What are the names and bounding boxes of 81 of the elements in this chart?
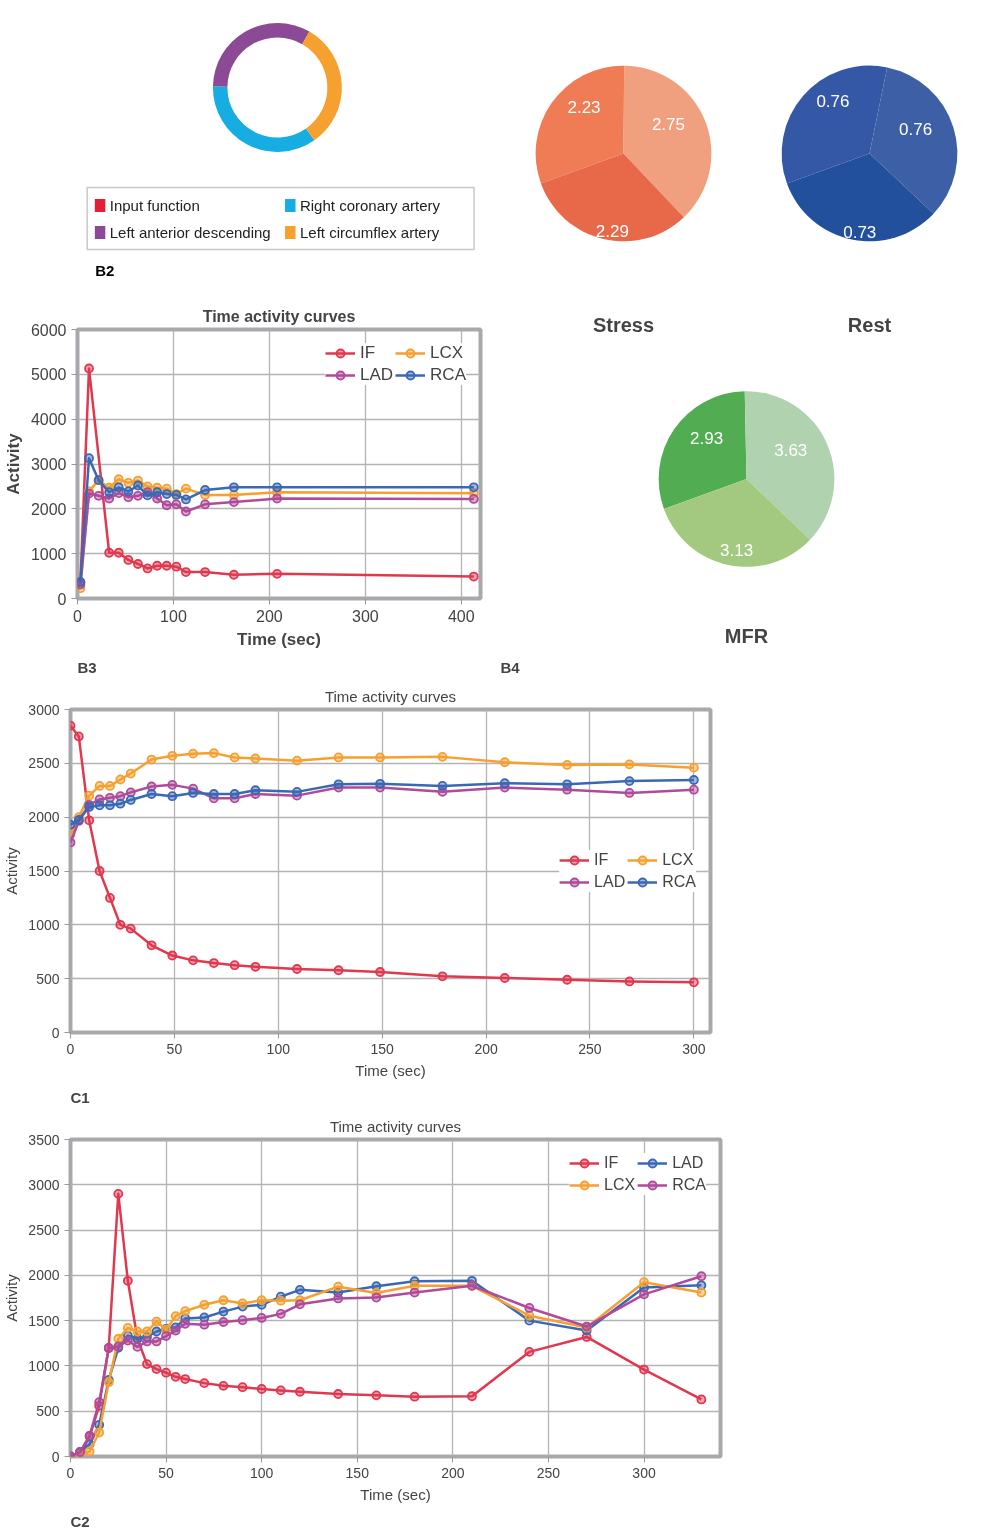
x-axis-title: Time (sec) (355, 1061, 426, 1079)
x-tick-label: 100 (250, 1464, 274, 1481)
text: B3 (77, 658, 97, 676)
y-tick-label: 1000 (28, 1357, 60, 1374)
x-tick-label: 400 (447, 607, 475, 625)
y-axis-title: Activity (3, 432, 23, 495)
text: B4 (500, 658, 521, 676)
chart-title: Time activity curves (202, 307, 356, 325)
x-tick-label: 300 (632, 1464, 656, 1481)
y-tick-label: 1500 (28, 863, 60, 879)
y-axis-title: Activity (3, 846, 21, 895)
legend-label: LCX (604, 1176, 636, 1194)
y-tick-label: 2000 (28, 1267, 60, 1284)
y-tick-label: 4000 (30, 411, 67, 429)
x-tick-label: 100 (160, 607, 187, 625)
y-tick-label: 5000 (30, 366, 67, 384)
x-axis-title: Time (sec) (237, 629, 321, 649)
data-label: 3.13 (720, 541, 754, 560)
data-label: 0.73 (843, 223, 877, 243)
legend-label: Left circumflex artery (299, 224, 440, 241)
x-tick-label: 50 (158, 1464, 175, 1481)
x-tick-label: 300 (352, 607, 379, 625)
y-tick-label: 1000 (30, 545, 67, 563)
y-tick-label: 6000 (30, 321, 67, 339)
x-tick-label: 150 (345, 1464, 370, 1481)
x-tick-label: 250 (536, 1464, 561, 1481)
x-tick-label: 200 (474, 1040, 498, 1057)
x-tick-label: 200 (256, 607, 283, 625)
legend-label: LAD (672, 1154, 704, 1172)
legend-label: LAD (360, 365, 394, 385)
text: C2 (70, 1512, 90, 1530)
legend-label: Left anterior descending (109, 224, 271, 241)
y-tick-label: 500 (36, 970, 60, 987)
text: Stress (592, 313, 655, 336)
text: MFR (724, 624, 769, 647)
data-label: 2.75 (651, 115, 686, 135)
x-tick-label: 50 (166, 1040, 183, 1057)
legend-label: RCA (430, 365, 466, 385)
x-tick-label: 150 (370, 1040, 395, 1057)
y-tick-label: 0 (51, 1024, 60, 1041)
legend-label: LCX (662, 850, 694, 869)
y-tick-label: 2500 (28, 1222, 60, 1239)
x-tick-label: 200 (441, 1464, 465, 1481)
y-tick-label: 1000 (28, 916, 60, 933)
legend-label: LCX (430, 343, 464, 363)
y-tick-label: 3000 (28, 701, 60, 718)
text: Rest (847, 313, 892, 336)
y-tick-label: 0 (51, 1448, 60, 1465)
y-tick-label: 0 (57, 590, 67, 608)
legend-label: Input function (109, 197, 200, 214)
legend-label: LAD (594, 872, 626, 891)
x-tick-label: 0 (73, 607, 83, 625)
data-label: 2.93 (690, 428, 724, 448)
x-tick-label: 100 (266, 1040, 291, 1057)
chart-title: Time activity curves (324, 687, 457, 705)
y-axis-title: Activity (3, 1273, 21, 1322)
legend-label: RCA (662, 872, 696, 891)
text: C1 (70, 1088, 90, 1106)
data-label: 0.76 (899, 120, 933, 140)
y-tick-label: 2000 (30, 500, 67, 518)
chart-title: Time activity curves (329, 1117, 462, 1135)
y-tick-label: 3000 (28, 1176, 60, 1193)
y-tick-label: 2000 (28, 809, 60, 826)
data-label: 2.23 (567, 98, 601, 118)
y-tick-label: 3000 (30, 456, 67, 473)
data-label: 3.63 (774, 440, 808, 460)
text: B2 (95, 262, 115, 279)
legend-label: IF (604, 1154, 620, 1172)
x-tick-label: 250 (578, 1040, 602, 1057)
y-tick-label: 1500 (28, 1312, 60, 1329)
legend-label: IF (594, 850, 610, 869)
y-tick-label: 2500 (28, 755, 60, 772)
x-tick-label: 300 (682, 1040, 706, 1057)
legend-label: Right coronary artery (299, 197, 441, 214)
x-axis-title: Time (sec) (360, 1485, 431, 1503)
legend-label: IF (360, 343, 377, 363)
y-tick-label: 3500 (28, 1131, 60, 1148)
y-tick-label: 500 (36, 1403, 60, 1420)
data-label: 0.76 (816, 92, 850, 112)
legend-label: RCA (672, 1176, 706, 1194)
data-label: 2.29 (595, 222, 629, 242)
